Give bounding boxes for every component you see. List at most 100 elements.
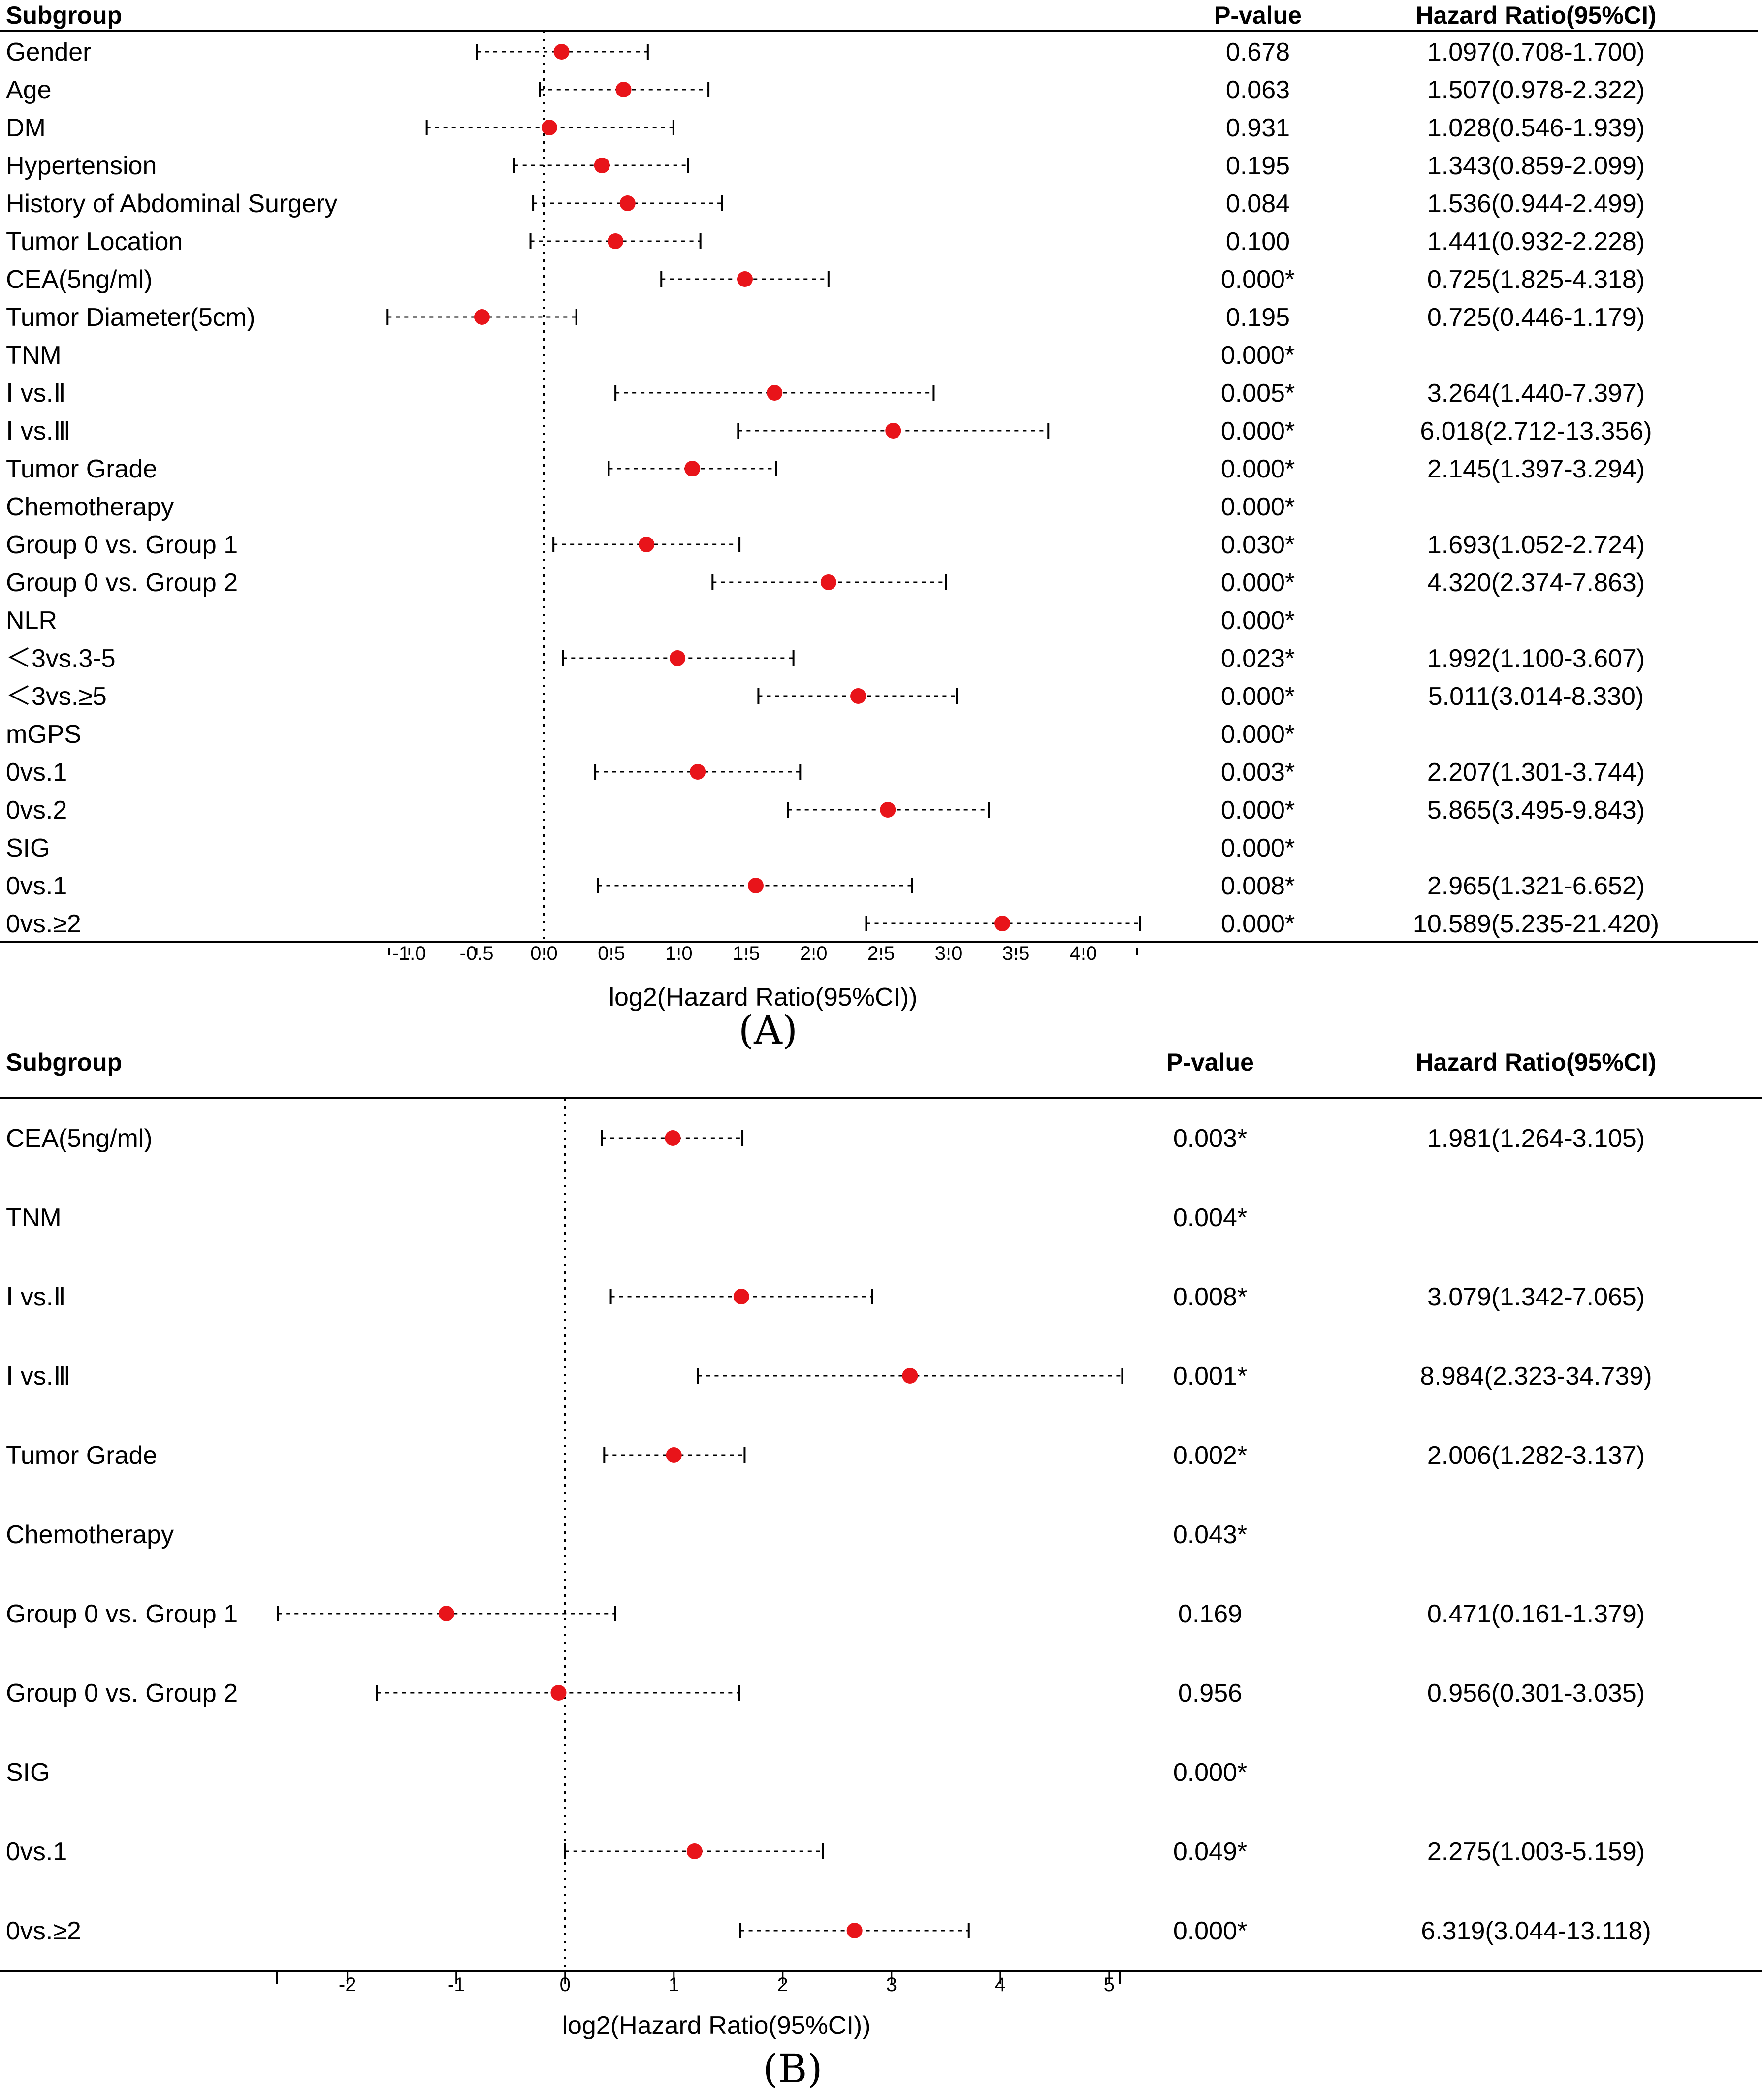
row-pvalue: 0.956 bbox=[1178, 1679, 1242, 1708]
row-label: CEA(5ng/ml) bbox=[6, 265, 153, 294]
row-pvalue: 0.002* bbox=[1173, 1441, 1247, 1470]
point-estimate bbox=[670, 650, 686, 666]
row-hazard-ratio: 2.006(1.282-3.137) bbox=[1427, 1441, 1645, 1470]
row-pvalue: 0.195 bbox=[1226, 303, 1290, 332]
table-row: SIG 0.000* bbox=[6, 1758, 1247, 1787]
axis-tick-label: -1 bbox=[448, 1974, 465, 1996]
table-row: CEA(5ng/ml) 0.000* 0.725(1.825-4.318) bbox=[6, 265, 1645, 294]
axis-tick-label: 0 bbox=[560, 1974, 571, 1996]
point-estimate bbox=[474, 309, 490, 325]
axis-tick-label: 1.5 bbox=[733, 943, 760, 964]
row-pvalue: 0.084 bbox=[1226, 190, 1290, 218]
table-row: Group 0 vs. Group 2 0.000* 4.320(2.374-7.8… bbox=[6, 569, 1645, 597]
table-row: mGPS 0.000* bbox=[6, 720, 1295, 749]
table-row: Gender 0.678 1.097(0.708-1.700) bbox=[6, 38, 1645, 66]
point-estimate bbox=[615, 82, 632, 97]
table-row: Ⅰ vs.Ⅱ 0.008* 3.079(1.342-7.065) bbox=[6, 1283, 1645, 1311]
point-estimate bbox=[885, 423, 901, 439]
table-row: Ⅰ vs.Ⅱ 0.005* 3.264(1.440-7.397) bbox=[6, 379, 1645, 408]
row-label: 0vs.2 bbox=[6, 796, 67, 825]
point-estimate bbox=[639, 537, 655, 552]
table-row: Tumor Location 0.100 1.441(0.932-2.228) bbox=[6, 227, 1645, 256]
row-label: Tumor Location bbox=[6, 227, 183, 256]
pvalue-header: P-value bbox=[1166, 1048, 1254, 1076]
axis-tick-label: 4 bbox=[995, 1974, 1006, 1996]
row-hazard-ratio: 0.956(0.301-3.035) bbox=[1427, 1679, 1645, 1708]
axis-tick-label: 5 bbox=[1104, 1974, 1115, 1996]
hr-header: Hazard Ratio(95%CI) bbox=[1416, 1, 1657, 29]
row-pvalue: 0.000* bbox=[1221, 834, 1295, 862]
row-hazard-ratio: 1.028(0.546-1.939) bbox=[1427, 114, 1645, 142]
x-axis: -1.0 -0.5 0.0 0.5 1.0 1.5 2.0 2.5 3.0 3.5 4.0 bbox=[388, 943, 1138, 964]
row-hazard-ratio: 5.865(3.495-9.843) bbox=[1427, 796, 1645, 825]
row-pvalue: 0.931 bbox=[1226, 114, 1290, 142]
point-estimate bbox=[541, 120, 557, 135]
axis-tick-label: 0.5 bbox=[598, 943, 625, 964]
panel-caption: (A) bbox=[738, 1007, 798, 1053]
axis-tick-label: 3.5 bbox=[1002, 943, 1030, 964]
row-label: 0vs.≥2 bbox=[6, 1917, 81, 1945]
point-estimate bbox=[665, 1130, 681, 1146]
table-row: TNM 0.004* bbox=[6, 1204, 1247, 1232]
row-pvalue: 0.004* bbox=[1173, 1204, 1247, 1232]
row-pvalue: 0.030* bbox=[1221, 531, 1295, 559]
axis-tick-label: 2 bbox=[777, 1974, 788, 1996]
row-label: 0vs.1 bbox=[6, 758, 67, 787]
table-row: ＜3vs.3-5 0.023* 1.992(1.100-3.607) bbox=[6, 644, 1645, 673]
row-pvalue: 0.000* bbox=[1173, 1758, 1247, 1787]
table-row: Group 0 vs. Group 1 0.030* 1.693(1.052-2.7… bbox=[6, 531, 1645, 559]
point-estimate bbox=[690, 764, 706, 780]
row-label: ＜3vs.≥5 bbox=[6, 682, 107, 711]
point-estimate bbox=[550, 1685, 567, 1701]
axis-tick-label: 1 bbox=[669, 1974, 679, 1996]
row-pvalue: 0.195 bbox=[1226, 152, 1290, 180]
hr-header: Hazard Ratio(95%CI) bbox=[1416, 1048, 1657, 1076]
table-row: DM 0.931 1.028(0.546-1.939) bbox=[6, 114, 1645, 142]
row-label: Tumor Grade bbox=[6, 455, 157, 483]
table-row: ＜3vs.≥5 0.000* 5.011(3.014-8.330) bbox=[6, 682, 1644, 711]
row-hazard-ratio: 5.011(3.014-8.330) bbox=[1428, 682, 1644, 711]
row-pvalue: 0.003* bbox=[1221, 758, 1295, 787]
panel-caption: (B) bbox=[763, 2046, 822, 2092]
row-hazard-ratio: 0.725(0.446-1.179) bbox=[1427, 303, 1645, 332]
row-label: Tumor Grade bbox=[6, 1441, 157, 1470]
point-estimate bbox=[747, 878, 764, 893]
table-row: Hypertension 0.195 1.343(0.859-2.099) bbox=[6, 152, 1645, 180]
row-pvalue: 0.008* bbox=[1221, 872, 1295, 900]
row-label: Gender bbox=[6, 38, 91, 66]
row-pvalue: 0.001* bbox=[1173, 1362, 1247, 1391]
row-pvalue: 0.000* bbox=[1221, 606, 1295, 635]
row-hazard-ratio: 10.589(5.235-21.420) bbox=[1413, 910, 1659, 938]
point-estimate bbox=[608, 233, 624, 249]
table-row: SIG 0.000* bbox=[6, 834, 1295, 862]
subgroup-header: Subgroup bbox=[6, 1, 122, 29]
row-label: TNM bbox=[6, 341, 62, 370]
row-hazard-ratio: 1.693(1.052-2.724) bbox=[1427, 531, 1645, 559]
pvalue-header: P-value bbox=[1214, 1, 1302, 29]
row-hazard-ratio: 1.343(0.859-2.099) bbox=[1427, 152, 1645, 180]
panel-b: Subgroup P-value Hazard Ratio(95%CI) CEA… bbox=[0, 1048, 1762, 2092]
point-estimate bbox=[767, 385, 783, 401]
row-pvalue: 0.169 bbox=[1178, 1600, 1242, 1628]
row-label: DM bbox=[6, 114, 46, 142]
row-label: CEA(5ng/ml) bbox=[6, 1124, 153, 1153]
point-estimate bbox=[850, 688, 866, 704]
row-label: 0vs.≥2 bbox=[6, 910, 81, 938]
row-pvalue: 0.000* bbox=[1221, 341, 1295, 370]
row-hazard-ratio: 1.992(1.100-3.607) bbox=[1427, 644, 1645, 673]
row-hazard-ratio: 2.275(1.003-5.159) bbox=[1427, 1838, 1645, 1866]
row-label: Group 0 vs. Group 2 bbox=[6, 1679, 238, 1708]
table-row: Age 0.063 1.507(0.978-2.322) bbox=[6, 76, 1645, 104]
table-row: NLR 0.000* bbox=[6, 606, 1295, 635]
row-label: 0vs.1 bbox=[6, 1838, 67, 1866]
row-hazard-ratio: 2.145(1.397-3.294) bbox=[1427, 455, 1645, 483]
row-pvalue: 0.000* bbox=[1221, 265, 1295, 294]
axis-tick-label: 3 bbox=[886, 1974, 897, 1996]
point-estimate bbox=[594, 158, 610, 173]
row-hazard-ratio: 1.981(1.264-3.105) bbox=[1427, 1124, 1645, 1153]
row-hazard-ratio: 1.097(0.708-1.700) bbox=[1427, 38, 1645, 66]
row-pvalue: 0.023* bbox=[1221, 644, 1295, 673]
row-hazard-ratio: 3.079(1.342-7.065) bbox=[1427, 1283, 1645, 1311]
row-hazard-ratio: 3.264(1.440-7.397) bbox=[1427, 379, 1645, 408]
row-pvalue: 0.000* bbox=[1221, 417, 1295, 445]
